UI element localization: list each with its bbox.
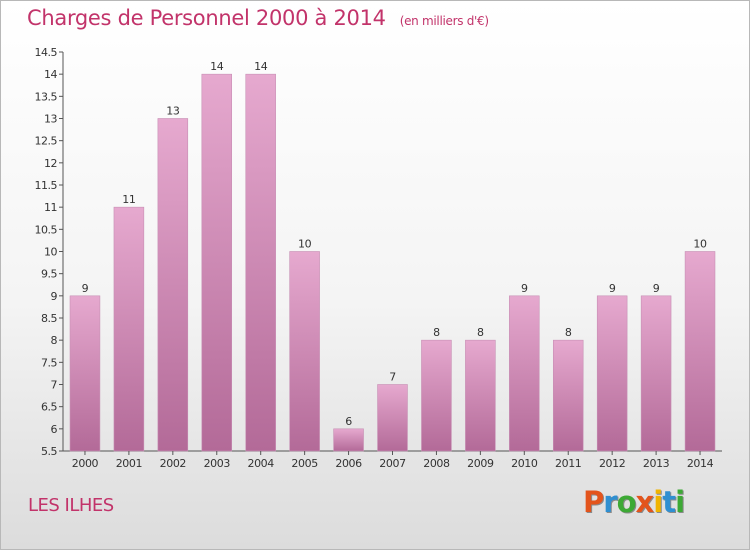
y-tick-label: 10 <box>44 246 57 259</box>
bar[interactable] <box>377 384 408 452</box>
y-tick-label: 10.5 <box>35 223 58 236</box>
y-tick-label: 7.5 <box>41 356 57 369</box>
bar[interactable] <box>509 295 540 452</box>
x-tick-label: 2009 <box>467 457 494 470</box>
x-tick-label: 2004 <box>247 457 274 470</box>
data-label: 8 <box>565 326 572 339</box>
bar[interactable] <box>289 251 320 452</box>
logo-letter: r <box>603 485 617 519</box>
bar[interactable] <box>684 251 716 452</box>
data-label: 11 <box>122 193 135 206</box>
data-label: 6 <box>345 415 352 428</box>
chart-subtitle: (en milliers d'€) <box>399 14 489 28</box>
x-tick-label: 2005 <box>291 457 318 470</box>
data-label: 7 <box>389 371 396 384</box>
y-tick-label: 14 <box>44 68 57 81</box>
y-tick-label: 13 <box>44 113 57 126</box>
data-label: 9 <box>82 282 89 295</box>
bar[interactable] <box>157 118 189 452</box>
logo-letter: o <box>616 485 637 519</box>
bar[interactable] <box>201 73 233 452</box>
logo-letter: x <box>635 485 655 519</box>
data-label: 14 <box>254 60 268 73</box>
y-tick-label: 12.5 <box>35 135 58 148</box>
data-label: 8 <box>433 326 440 339</box>
logo-letter: i <box>675 485 685 519</box>
data-label: 9 <box>521 282 528 295</box>
chart-title-text: Charges de Personnel 2000 à 2014 <box>27 6 386 30</box>
data-label: 14 <box>210 60 224 73</box>
x-tick-label: 2006 <box>335 457 362 470</box>
chart-title: Charges de Personnel 2000 à 2014 (en mill… <box>27 6 489 30</box>
bar[interactable] <box>421 339 452 452</box>
data-label: 8 <box>477 326 484 339</box>
x-tick-label: 2014 <box>687 457 714 470</box>
bar[interactable] <box>596 295 628 452</box>
data-label: 10 <box>693 238 707 251</box>
x-tick-label: 2000 <box>72 457 99 470</box>
y-tick-label: 12 <box>44 157 57 170</box>
y-tick-label: 5.5 <box>41 445 57 458</box>
data-label: 13 <box>166 105 180 118</box>
y-tick-label: 13.5 <box>35 90 58 103</box>
x-tick-label: 2002 <box>160 457 186 470</box>
y-tick-label: 6 <box>51 423 58 436</box>
x-tick-label: 2003 <box>204 457 231 470</box>
bar[interactable] <box>69 295 101 452</box>
bar[interactable] <box>333 428 364 452</box>
y-tick-label: 9 <box>51 290 58 303</box>
y-tick-label: 6.5 <box>41 401 57 414</box>
x-tick-label: 2007 <box>379 457 406 470</box>
x-tick-label: 2010 <box>511 457 538 470</box>
y-tick-label: 8.5 <box>41 312 57 325</box>
x-tick-label: 2013 <box>643 457 670 470</box>
data-label: 9 <box>609 282 616 295</box>
proxiti-logo[interactable]: Proxiti <box>583 485 685 519</box>
data-label: 10 <box>298 238 312 251</box>
x-tick-label: 2011 <box>555 457 581 470</box>
x-tick-label: 2012 <box>599 457 625 470</box>
bar[interactable] <box>245 73 276 452</box>
y-tick-label: 7 <box>51 379 58 392</box>
y-tick-label: 11.5 <box>35 179 58 192</box>
y-tick-label: 14.5 <box>35 46 58 59</box>
commune-name: LES ILHES <box>28 495 114 516</box>
y-tick-label: 8 <box>51 334 58 347</box>
x-tick-label: 2008 <box>423 457 450 470</box>
data-label: 9 <box>653 282 660 295</box>
x-tick-label: 2001 <box>116 457 142 470</box>
y-tick-label: 11 <box>44 201 57 214</box>
logo-letter: t <box>662 485 676 519</box>
logo-letter: i <box>653 485 663 519</box>
y-tick-label: 9.5 <box>41 268 57 281</box>
bar[interactable] <box>465 339 496 452</box>
bar[interactable] <box>113 206 145 452</box>
bar[interactable] <box>640 295 672 452</box>
logo-letter: P <box>583 485 604 519</box>
bar[interactable] <box>552 339 584 452</box>
